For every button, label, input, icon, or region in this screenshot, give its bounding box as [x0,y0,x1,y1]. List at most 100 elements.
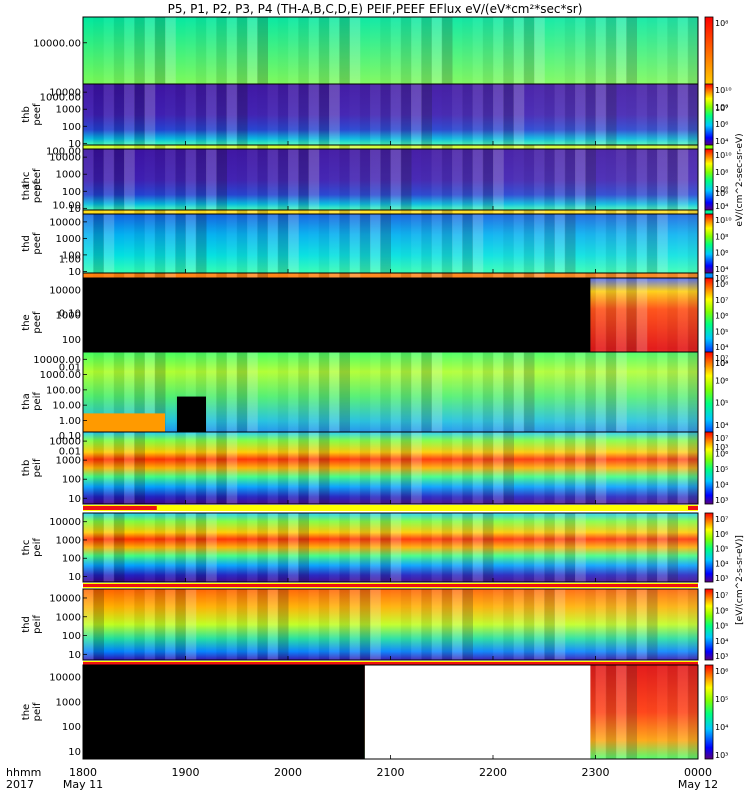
y-tick-label: 0.10 [59,308,81,319]
y-axis-label: thb [21,106,32,123]
colorbar-tick-label: 10³ [715,652,728,661]
colorbar-tick-label: 10⁸ [715,280,728,289]
x-tick-label: 0000 [684,766,712,779]
y-tick-label: 10000 [49,437,81,448]
mode-bar [83,505,698,511]
x-date-label: May 12 [678,778,718,791]
y-axis-label: thc [21,172,32,188]
y-tick-label: 100 [62,122,81,133]
colorbar-tick-label: 10⁴ [715,559,728,568]
colorbar-tick-label: 10⁴ [715,637,728,646]
panel-thd-peif: 10⁷ 10⁶ 10⁵ 10⁴ 10³ 10000 1000 100 10 thd peif [21,588,728,667]
y-axis-label: thc [21,540,32,556]
x-axis: hhmm 2017 1800 1900 2000 2100 2200 2300 0000Ma… [6,766,718,791]
colorbar-thc-peif [704,512,714,583]
mode-bar-segment [688,662,698,666]
y-tick-label: 10000 [49,153,81,164]
colorbar-thc-peef [704,148,714,211]
y-tick-label: 100 [62,475,81,486]
colorbar-thb-peef [704,83,714,146]
colorbar-tick-label: 10⁸ [715,168,728,177]
colorbar-tick-label: 10⁷ [715,296,728,305]
y-tick-label: 10 [68,494,81,505]
y-axis-label: peif [32,615,43,634]
y-tick-label: 10.00 [52,401,81,412]
colorbar-tick-label: 10⁷ [715,104,728,113]
colorbar-tick-label: 10⁷ [715,591,728,600]
panel-the-peif: 10⁶ 10⁵ 10⁴ 10³ 10000 1000 100 10 the peif [21,664,728,760]
colorbar-tick-label: 10¹⁰ [715,86,732,95]
colorbar-tick-label: 10⁶ [715,249,728,258]
colorbar-tick-label: 10⁵ [715,327,728,336]
y-tick-label: 1000 [56,170,81,181]
y-tick-label: 0.01 [59,447,81,458]
colorbar-tick-label: 10⁶ [715,606,728,615]
y-tick-label: 0.10 [59,431,81,442]
y-tick-label: 10000 [49,517,81,528]
y-tick-label: 100.00 [46,146,81,157]
y-tick-label: 10000 [49,217,81,228]
spectrogram-shade [83,432,698,504]
spectrogram-shade [83,84,698,145]
x-date-label: May 11 [63,778,103,791]
spectrogram-shade [83,149,698,210]
y-tick-label: 1000 [56,310,81,321]
y-axis-label: peif [32,702,43,721]
colorbar-tick-label: 10³ [715,574,728,583]
colorbar-tick-label: 10⁴ [715,202,728,211]
colorbar-tick-label: 10⁵ [715,465,728,474]
y-tick-label: 100 [62,722,81,733]
y-tick-label: 1000.00 [40,370,81,381]
colorbar-tick-label: 10⁶ [715,185,728,194]
y-axis-label: tha [21,184,32,200]
y-tick-label: 1000 [56,612,81,623]
spectrogram-shade [83,589,698,660]
colorbar-tick-label: 10⁶ [715,120,728,129]
y-tick-label: 1000 [56,535,81,546]
colorbar-label-ion: [eV/(cm^2-s-sr-eV)] [735,535,745,625]
colorbar-tick-label: 10⁵ [715,622,728,631]
y-tick-label: 10000 [49,285,81,296]
y-axis-label: thd [21,235,32,252]
colorbar-tick-label: 10⁴ [715,137,728,146]
colorbar-tick-label: 10⁵ [715,399,728,408]
panel-thb-peif: 10⁷ 10⁶ 10⁵ 10⁴ 10³ 10000 1000 100 10 thb peif [21,431,728,511]
y-tick-label: 10.00 [52,200,81,211]
y-axis-label: peif [32,458,43,477]
y-axis-label: thb [21,460,32,477]
x-tick-label: 2200 [479,766,507,779]
y-tick-label: 1000 [56,697,81,708]
colorbar-tick-label: 10⁴ [715,343,728,352]
y-tick-label: 1000 [56,456,81,467]
y-tick-label: 0.01 [59,363,81,374]
colorbar-tick-label: 10¹⁰ [715,216,732,225]
y-tick-label: 10000 [49,672,81,683]
x-axis-label-hhmm: hhmm [6,766,41,779]
x-tick-label: 2300 [582,766,610,779]
panels-group: 10⁸10⁷10⁶10⁵10⁴10000.001000.00100.0010.0… [21,16,732,760]
y-tick-label: 1000 [56,105,81,116]
y-axis-label: peif [32,392,43,411]
x-axis-label-year: 2017 [6,778,34,791]
x-tick-label: 2100 [377,766,405,779]
y-tick-label: 10000 [49,593,81,604]
colorbar-tick-label: 10⁴ [715,421,728,430]
figure-title: P5, P1, P2, P3, P4 (TH-A,B,C,D,E) PEIF,P… [168,2,583,16]
colorbar-tick-label: 10⁶ [715,667,728,676]
y-axis-label: thd [21,616,32,633]
y-tick-label: 1.00 [59,416,81,427]
colorbar-tick-label: 10⁶ [715,312,728,321]
colorbar-tick-label: 10⁷ [715,434,728,443]
colorbar-tick-label: 10⁶ [715,530,728,539]
mode-bar-segment [83,662,698,666]
y-tick-label: 100 [62,554,81,565]
x-tick-label: 1800 [69,766,97,779]
colorbar-tick-label: 10⁸ [715,19,728,28]
y-tick-label: 1000.00 [40,92,81,103]
y-tick-label: 10 [68,267,81,278]
no-data-region [83,665,365,759]
y-tick-label: 1.00 [59,254,81,265]
y-tick-label: 10 [68,139,81,150]
panel-thc-peif: 10⁷ 10⁶ 10⁵ 10⁴ 10³ 10000 1000 100 10 thc peif [21,512,728,588]
